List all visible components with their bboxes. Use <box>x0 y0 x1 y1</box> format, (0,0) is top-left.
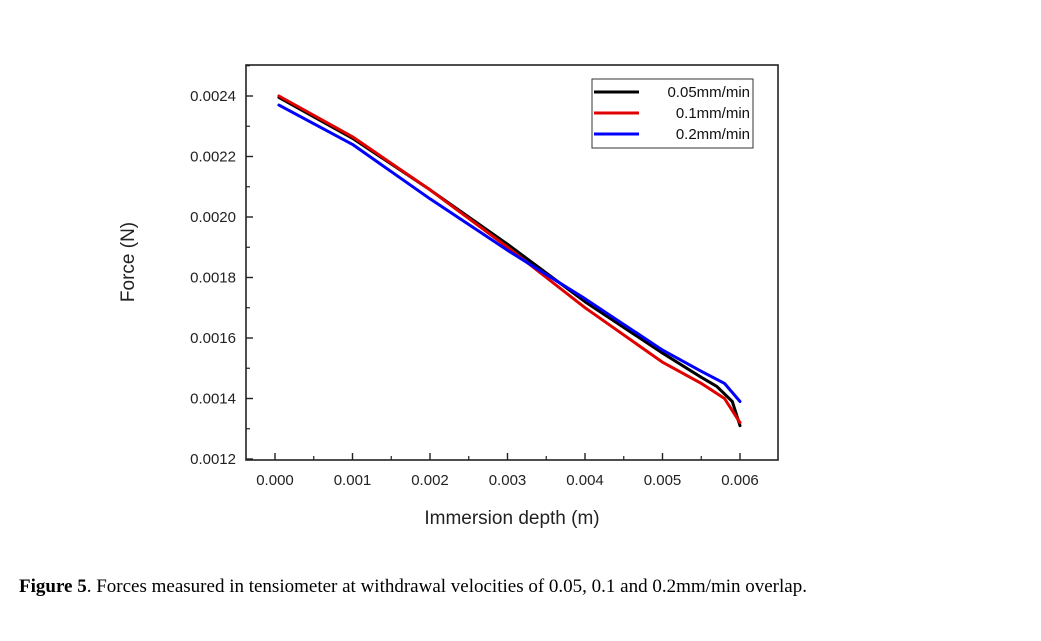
y-axis-label: Force (N) <box>118 222 139 302</box>
caption-label: Figure 5 <box>19 576 87 597</box>
legend-label: 0.2mm/min <box>676 126 750 143</box>
x-tick-label: 0.002 <box>411 472 449 489</box>
legend-label: 0.05mm/min <box>667 84 750 101</box>
y-tick-label: 0.0024 <box>190 88 236 105</box>
figure-caption: Figure 5. Forces measured in tensiometer… <box>19 575 1019 599</box>
y-tick-label: 0.0022 <box>190 149 236 166</box>
x-tick-label: 0.005 <box>644 472 682 489</box>
x-tick-label: 0.006 <box>721 472 759 489</box>
x-tick-label: 0.000 <box>256 472 294 489</box>
y-tick-label: 0.0020 <box>190 209 236 226</box>
y-tick-label: 0.0016 <box>190 330 236 347</box>
legend-label: 0.1mm/min <box>676 105 750 122</box>
y-tick-label: 0.0012 <box>190 451 236 468</box>
x-tick-label: 0.001 <box>334 472 372 489</box>
series-line-0-1mm-min <box>277 94 742 425</box>
series-line-0-2mm-min <box>277 103 742 403</box>
y-tick-label: 0.0014 <box>190 391 236 408</box>
x-axis-label: Immersion depth (m) <box>424 508 599 529</box>
caption-text: . Forces measured in tensiometer at with… <box>86 576 807 597</box>
x-tick-label: 0.004 <box>566 472 604 489</box>
plot-frame <box>245 64 779 461</box>
x-tick-label: 0.003 <box>489 472 527 489</box>
y-tick-label: 0.0018 <box>190 270 236 287</box>
